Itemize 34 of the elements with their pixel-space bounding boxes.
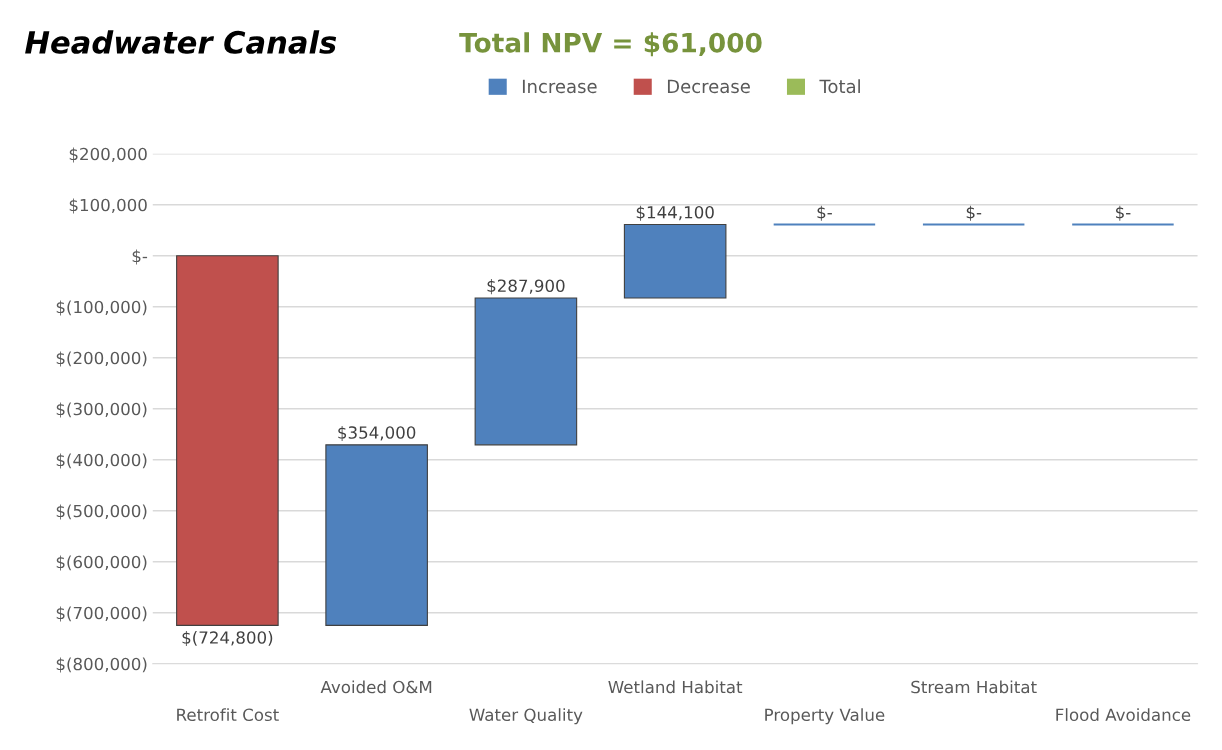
y-tick-label: $(800,000) (56, 657, 147, 673)
y-tick-label: $(100,000) (56, 300, 147, 316)
legend-label: Decrease (667, 79, 750, 94)
x-tick-label: Flood Avoidance (1056, 708, 1191, 722)
data-label: $354,000 (338, 425, 416, 442)
bar (325, 444, 428, 626)
x-tick-label: Stream Habitat (911, 680, 1037, 694)
y-tick-label: $200,000 (69, 147, 147, 163)
y-tick-label: $100,000 (69, 198, 147, 214)
y-tick-label: $(500,000) (56, 504, 147, 520)
chart-title: Headwater Canals (25, 30, 337, 54)
bar (176, 255, 279, 626)
x-tick-label: Water Quality (469, 708, 583, 725)
x-tick-label: Wetland Habitat (608, 680, 743, 694)
x-tick-label: Avoided O&M (320, 680, 432, 694)
data-label: $- (1116, 205, 1131, 221)
data-label: $- (817, 205, 832, 221)
x-tick-label: Retrofit Cost (177, 708, 279, 722)
legend-label: Total (819, 79, 860, 94)
data-label: $287,900 (487, 279, 565, 295)
chart-subtitle: Total NPV = $61,000 (459, 32, 762, 57)
y-tick-label: $(600,000) (56, 555, 147, 571)
x-tick-label: Property Value (765, 708, 885, 725)
y-tick-label: $- (132, 249, 148, 265)
data-label: $(724,800) (182, 630, 273, 647)
legend-label: Increase (522, 79, 597, 94)
bar (623, 223, 727, 299)
y-tick-label: $(200,000) (56, 351, 147, 367)
data-label: $144,100 (636, 205, 714, 221)
y-tick-label: $(700,000) (56, 606, 147, 622)
y-tick-label: $(300,000) (56, 402, 147, 418)
data-label: $- (966, 205, 982, 221)
y-tick-label: $(400,000) (56, 453, 147, 469)
bar (474, 297, 578, 446)
